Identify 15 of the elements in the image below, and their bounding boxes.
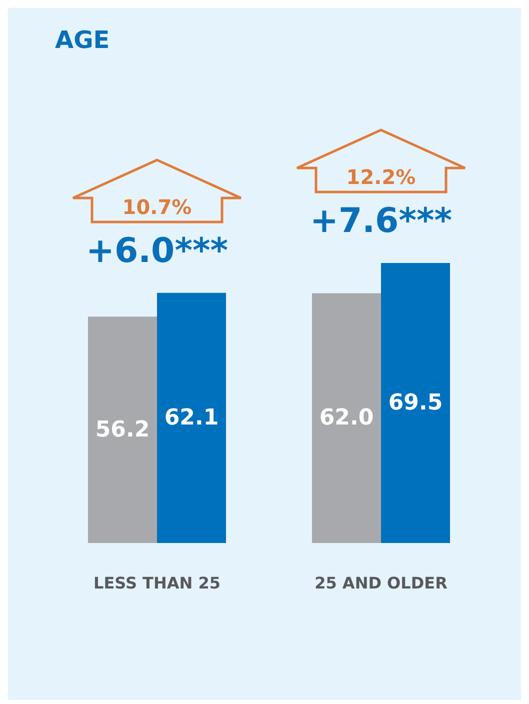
x-tick-label: 25 AND OLDER xyxy=(314,573,448,592)
x-tick-label: LESS THAN 25 xyxy=(94,573,220,592)
bar xyxy=(381,263,450,543)
annotation: +6.0*** xyxy=(84,230,230,271)
data-label: 62.1 xyxy=(164,405,219,430)
data-label: 56.2 xyxy=(95,417,150,442)
data-label: 69.5 xyxy=(388,390,443,416)
text: 12.2% xyxy=(345,165,417,189)
data-label: 62.0 xyxy=(319,406,374,431)
chart-title: AGE xyxy=(55,26,110,54)
text: 10.7% xyxy=(121,194,193,219)
bar xyxy=(157,292,226,543)
bar xyxy=(312,293,381,543)
bar xyxy=(88,316,157,543)
text: +7.6*** xyxy=(308,201,454,241)
